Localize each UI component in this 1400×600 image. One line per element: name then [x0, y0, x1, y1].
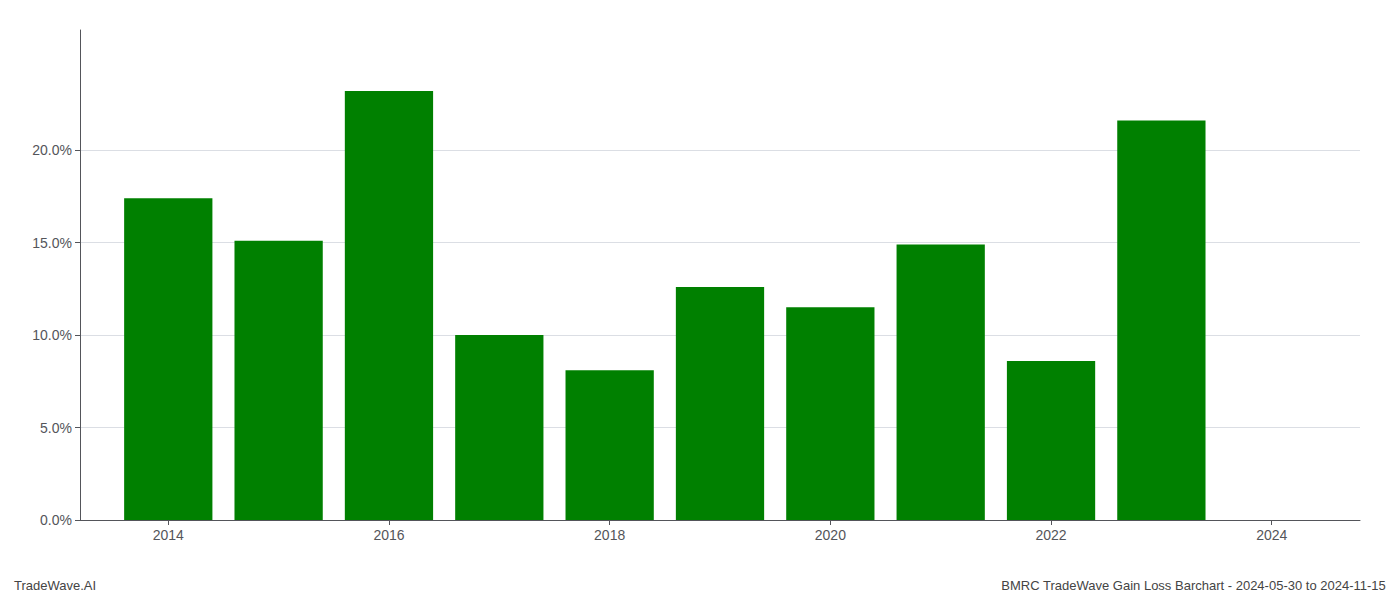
svg-text:10.0%: 10.0% — [32, 327, 72, 343]
svg-text:BMRC TradeWave Gain Loss Barch: BMRC TradeWave Gain Loss Barchart - 2024… — [1001, 578, 1385, 593]
svg-text:5.0%: 5.0% — [40, 420, 72, 436]
svg-text:2024: 2024 — [1256, 527, 1287, 543]
svg-text:15.0%: 15.0% — [32, 235, 72, 251]
svg-text:2020: 2020 — [815, 527, 846, 543]
svg-text:2022: 2022 — [1035, 527, 1066, 543]
svg-text:2014: 2014 — [153, 527, 184, 543]
svg-text:20.0%: 20.0% — [32, 142, 72, 158]
svg-text:2018: 2018 — [594, 527, 625, 543]
svg-text:0.0%: 0.0% — [40, 512, 72, 528]
svg-text:TradeWave.AI: TradeWave.AI — [14, 578, 96, 593]
svg-text:2016: 2016 — [373, 527, 404, 543]
